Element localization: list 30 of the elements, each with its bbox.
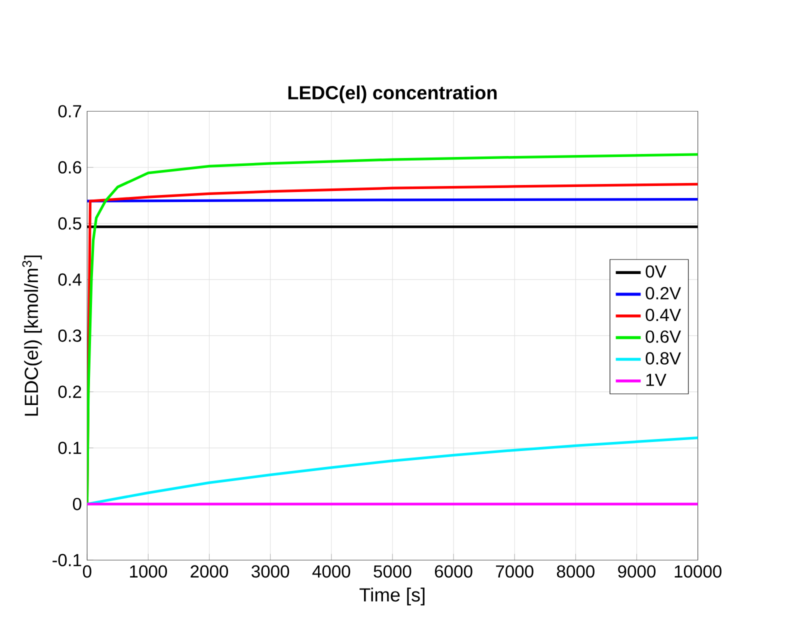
legend-label: 1V [646,374,666,386]
y-axis-title: LEDC(el) [kmol/m$^{3}$] [22,256,42,416]
y-tick-label: 0.6 [58,161,82,174]
x-tick-label: 7000 [496,565,534,578]
legend-label: 0V [646,265,666,278]
legend-label: 0.8V [646,352,681,365]
legend-label: 0.6V [646,330,681,343]
x-tick-label: 8000 [556,565,594,578]
legend-label: 0.4V [646,308,681,322]
y-tick-label: 0.4 [58,274,82,286]
y-tick-label: 0.5 [58,217,82,230]
x-tick-label: 4000 [312,565,350,578]
x-tick-label: 9000 [618,565,656,578]
x-tick-label: 1000 [130,565,167,578]
x-axis-title: Time [s] [360,588,424,606]
x-tick-label: 2000 [190,565,228,578]
x-tick-label: 5000 [374,565,412,578]
x-tick-label: 0 [82,565,92,578]
y-tick-label: -0.1 [52,554,82,566]
legend-label: 0.2V [646,287,681,300]
line-series [87,436,698,506]
x-tick-label: 10000 [674,565,722,578]
y-tick-label: 0.2 [58,386,82,398]
y-tick-label: 0.7 [58,105,82,118]
x-tick-label: 6000 [434,565,472,578]
y-tick-label: 0.1 [58,442,82,454]
x-tick-label: 3000 [252,565,290,578]
y-tick-label: 0 [72,498,82,510]
y-tick-label: 0.3 [58,330,82,342]
chart-title: LEDC(el) concentration [288,86,497,104]
